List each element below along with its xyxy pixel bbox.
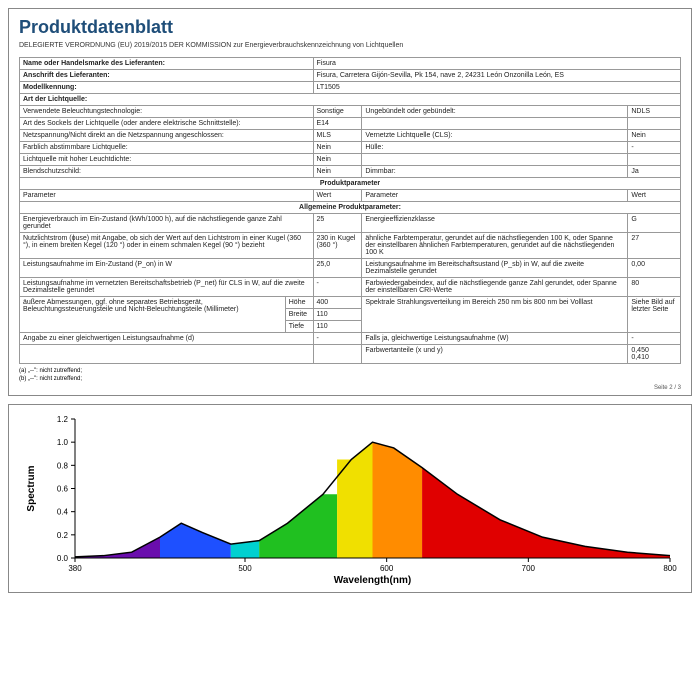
param-value: NDLS [628, 105, 681, 117]
param-label: Falls ja, gleichwertige Leistungsaufnahm… [362, 332, 628, 344]
param-label [362, 117, 628, 129]
param-value: 25 [313, 213, 362, 232]
param-value: 80 [628, 277, 681, 296]
param-value: E14 [313, 117, 362, 129]
dim-value: 400 [313, 296, 362, 308]
section-header: Art der Lichtquelle: [20, 93, 681, 105]
param-label: Angabe zu einer gleichwertigen Leistungs… [20, 332, 314, 344]
param-value: - [313, 332, 362, 344]
param-label [20, 344, 314, 363]
param-value: 25,0 [313, 258, 362, 277]
dim-name: Breite [285, 308, 313, 320]
svg-text:380: 380 [68, 564, 82, 573]
datasheet-table: Name oder Handelsmarke des Lieferanten:F… [19, 57, 681, 364]
field-label: Modellkennung: [20, 81, 314, 93]
col-header: Parameter [362, 189, 628, 201]
param-value [313, 344, 362, 363]
svg-text:800: 800 [663, 564, 677, 573]
spectrum-band [160, 524, 231, 559]
param-value: - [628, 332, 681, 344]
svg-text:0.8: 0.8 [57, 462, 69, 471]
param-value: 0,00 [628, 258, 681, 277]
field-label: Anschrift des Lieferanten: [20, 69, 314, 81]
param-label: äußere Abmessungen, ggf. ohne separates … [20, 296, 286, 332]
page-title: Produktdatenblatt [19, 17, 681, 38]
param-value: 27 [628, 232, 681, 258]
x-axis-label: Wavelength(nm) [334, 575, 411, 586]
regulation-subtitle: DELEGIERTE VERORDNUNG (EU) 2019/2015 DER… [19, 42, 681, 51]
param-label: Farbwiedergabeindex, auf die nächstliege… [362, 277, 628, 296]
spectrum-band [373, 443, 423, 559]
footnotes: (a) „--": nicht zutreffend;(b) „--": nic… [19, 368, 681, 384]
param-value: Sonstige [313, 105, 362, 117]
param-value: MLS [313, 129, 362, 141]
param-value: 230 in Kugel (360 °) [313, 232, 362, 258]
field-value: LT1505 [313, 81, 681, 93]
param-label: ähnliche Farbtemperatur, gerundet auf di… [362, 232, 628, 258]
param-label: Energieverbrauch im Ein-Zustand (kWh/100… [20, 213, 314, 232]
param-value: - [313, 277, 362, 296]
param-label: Farblich abstimmbare Lichtquelle: [20, 141, 314, 153]
footnote: (b) „--": nicht zutreffend; [19, 376, 681, 384]
param-label: Art des Sockels der Lichtquelle (oder an… [20, 117, 314, 129]
spectrum-band [75, 537, 160, 558]
field-label: Name oder Handelsmarke des Lieferanten: [20, 57, 314, 69]
section-header: Allgemeine Produktparameter: [20, 201, 681, 213]
param-value: 0,450 0,410 [628, 344, 681, 363]
param-label: Ungebündelt oder gebündelt: [362, 105, 628, 117]
dim-value: 110 [313, 308, 362, 320]
param-label: Farbwertanteile (x und y) [362, 344, 628, 363]
param-value [628, 117, 681, 129]
param-value: - [628, 141, 681, 153]
svg-text:1.0: 1.0 [57, 439, 69, 448]
param-label: Nutzlichtstrom (ɸuse) mit Angabe, ob sic… [20, 232, 314, 258]
param-label: Dimmbar: [362, 165, 628, 177]
col-header: Wert [628, 189, 681, 201]
spectrum-band [259, 495, 337, 559]
param-value: Ja [628, 165, 681, 177]
spectrum-band [337, 443, 372, 559]
spectrum-band [422, 468, 670, 558]
param-label [362, 153, 628, 165]
field-value: Fisura [313, 57, 681, 69]
param-label: Hülle: [362, 141, 628, 153]
svg-text:0.4: 0.4 [57, 508, 69, 517]
param-value: G [628, 213, 681, 232]
param-value: Nein [313, 153, 362, 165]
param-label: Netzspannung/Nicht direkt an die Netzspa… [20, 129, 314, 141]
param-label: Verwendete Beleuchtungstechnologie: [20, 105, 314, 117]
param-value: Nein [313, 141, 362, 153]
col-header: Parameter [20, 189, 314, 201]
param-value: Nein [628, 129, 681, 141]
dim-name: Tiefe [285, 320, 313, 332]
param-value: Siehe Bild auf letzter Seite [628, 296, 681, 332]
y-axis-label: Spectrum [26, 466, 37, 512]
param-value: Nein [313, 165, 362, 177]
svg-text:1.2: 1.2 [57, 415, 69, 424]
param-label: Spektrale Strahlungsverteilung im Bereic… [362, 296, 628, 332]
spectrum-chart: 380 500 600 700 800 0.0 0.2 0.4 0.6 0.8 1.0 1.2 Wave… [8, 404, 692, 593]
param-label: Blendschutzschild: [20, 165, 314, 177]
param-label: Leistungsaufnahme im Bereitschaftsustand… [362, 258, 628, 277]
param-label: Vernetzte Lichtquelle (CLS): [362, 129, 628, 141]
svg-text:0.2: 0.2 [57, 531, 69, 540]
section-header: Produktparameter [20, 177, 681, 189]
param-value [628, 153, 681, 165]
page-number: Seite 2 / 3 [19, 385, 681, 391]
param-label: Leistungsaufnahme im vernetzten Bereitsc… [20, 277, 314, 296]
field-value: Fisura, Carretera Gijón-Sevilla, Pk 154,… [313, 69, 681, 81]
svg-text:600: 600 [380, 564, 394, 573]
footnote: (a) „--": nicht zutreffend; [19, 368, 681, 376]
svg-text:700: 700 [522, 564, 536, 573]
svg-text:500: 500 [238, 564, 252, 573]
param-label: Leistungsaufnahme im Ein-Zustand (P_on) … [20, 258, 314, 277]
param-label: Energieeffizienzklasse [362, 213, 628, 232]
svg-text:0.0: 0.0 [57, 554, 69, 563]
dim-value: 110 [313, 320, 362, 332]
param-label: Lichtquelle mit hoher Leuchtdichte: [20, 153, 314, 165]
col-header: Wert [313, 189, 362, 201]
svg-text:0.6: 0.6 [57, 485, 69, 494]
datasheet-panel: Produktdatenblatt DELEGIERTE VERORDNUNG … [8, 8, 692, 396]
dim-name: Höhe [285, 296, 313, 308]
